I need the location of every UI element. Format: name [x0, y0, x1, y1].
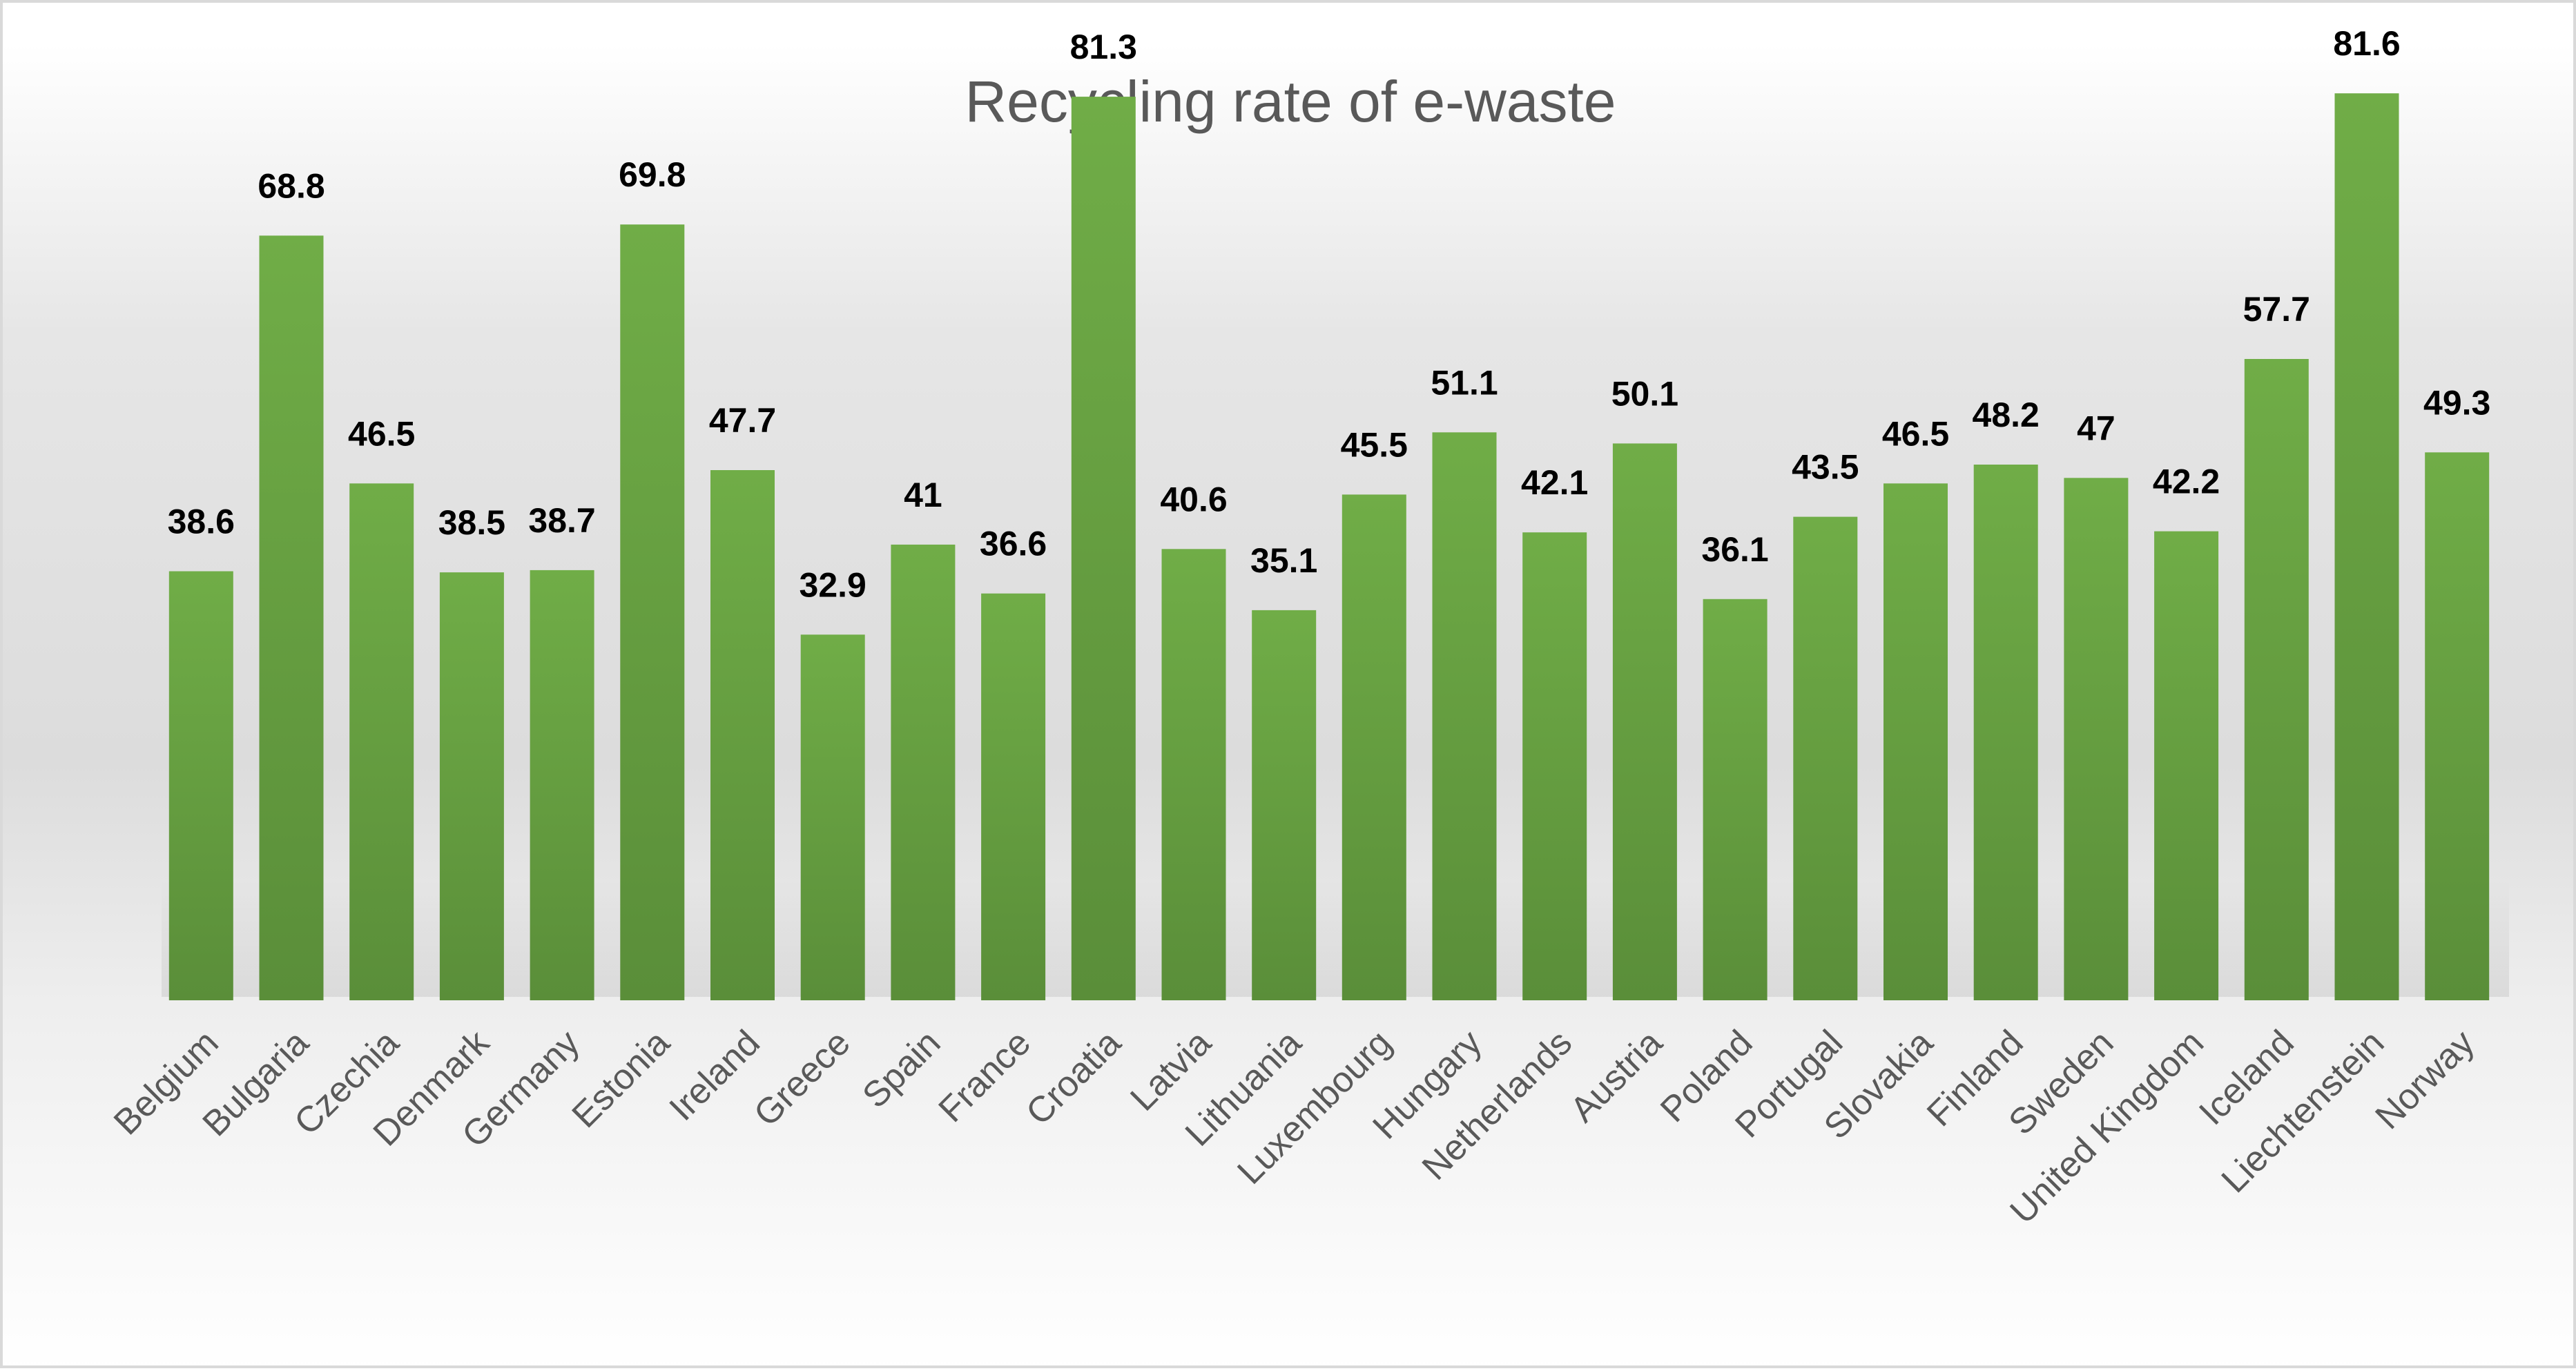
tick-label-greece: Greece	[746, 1022, 858, 1134]
data-label-belgium: 38.6	[168, 503, 235, 541]
bar-czechia	[349, 483, 414, 1000]
bar-portugal	[1793, 516, 1858, 1000]
data-label-sweden: 47	[2077, 409, 2115, 447]
bar-denmark	[439, 572, 504, 1000]
tick-label-estonia: Estonia	[565, 1022, 678, 1136]
data-label-lithuania: 35.1	[1250, 541, 1317, 580]
data-label-united-kingdom: 42.2	[2153, 463, 2220, 501]
data-label-netherlands: 42.1	[1521, 463, 1588, 502]
data-label-hungary: 51.1	[1431, 363, 1498, 402]
data-label-croatia: 81.3	[1070, 28, 1137, 66]
bar-bulgaria	[259, 235, 324, 1000]
bar-belgium	[168, 571, 233, 1000]
data-label-france: 36.6	[980, 525, 1047, 563]
bar-latvia	[1161, 549, 1226, 1000]
data-label-denmark: 38.5	[438, 503, 505, 542]
tick-label-france: France	[931, 1022, 1038, 1129]
bar-ireland	[710, 470, 775, 1000]
data-labels-group: 38.6 68.8 46.5 38.5 38.7 69.8 47.7 32.9 41 36.6 81…	[168, 24, 2491, 604]
category-labels-group: BelgiumBulgariaCzechiaDenmarkGermanyEsto…	[106, 1022, 2482, 1232]
data-label-ireland: 47.7	[709, 401, 776, 440]
bar-lithuania	[1252, 610, 1317, 1000]
data-label-finland: 48.2	[1973, 396, 2040, 434]
bar-poland	[1703, 599, 1768, 1000]
data-label-czechia: 46.5	[348, 414, 415, 453]
data-label-iceland: 57.7	[2243, 290, 2310, 329]
data-label-bulgaria: 68.8	[258, 166, 325, 205]
bar-france	[981, 593, 1046, 1000]
data-label-spain: 41	[904, 476, 942, 514]
bar-chart: Recycling rate of e-waste 38.668.846.538…	[106, 24, 2509, 1232]
data-label-luxembourg: 45.5	[1341, 425, 1408, 464]
data-label-greece: 32.9	[800, 565, 866, 604]
bar-finland	[1973, 465, 2038, 1000]
bar-norway	[2425, 452, 2490, 1000]
data-label-poland: 36.1	[1701, 530, 1768, 569]
bar-croatia	[1071, 97, 1136, 1001]
data-label-estonia: 69.8	[619, 155, 686, 194]
bar-germany	[530, 570, 594, 1000]
data-label-latvia: 40.6	[1160, 480, 1227, 518]
data-label-portugal: 43.5	[1792, 448, 1859, 487]
bar-spain	[891, 544, 956, 1000]
data-label-slovakia: 46.5	[1882, 414, 1949, 453]
bar-slovakia	[1883, 483, 1948, 1000]
bar-united-kingdom	[2154, 531, 2219, 1000]
bar-luxembourg	[1342, 494, 1406, 1000]
bar-austria	[1612, 443, 1677, 1000]
bar-greece	[800, 634, 865, 1000]
bar-liechtenstein	[2334, 93, 2399, 1001]
bar-estonia	[620, 224, 685, 1001]
tick-label-croatia: Croatia	[1018, 1022, 1129, 1133]
tick-label-austria: Austria	[1562, 1022, 1670, 1130]
chart-title: Recycling rate of e-waste	[965, 69, 1616, 134]
data-label-germany: 38.7	[528, 501, 595, 540]
data-label-austria: 50.1	[1611, 374, 1678, 413]
bar-iceland	[2244, 359, 2309, 1000]
bar-hungary	[1432, 432, 1497, 1000]
bar-sweden	[2064, 478, 2129, 1000]
data-label-liechtenstein: 81.6	[2333, 24, 2400, 63]
bars-group	[168, 93, 2490, 1001]
bar-netherlands	[1522, 532, 1587, 1000]
tick-label-ireland: Ireland	[662, 1022, 768, 1128]
tick-label-norway: Norway	[2368, 1022, 2483, 1137]
data-label-norway: 49.3	[2423, 383, 2490, 422]
